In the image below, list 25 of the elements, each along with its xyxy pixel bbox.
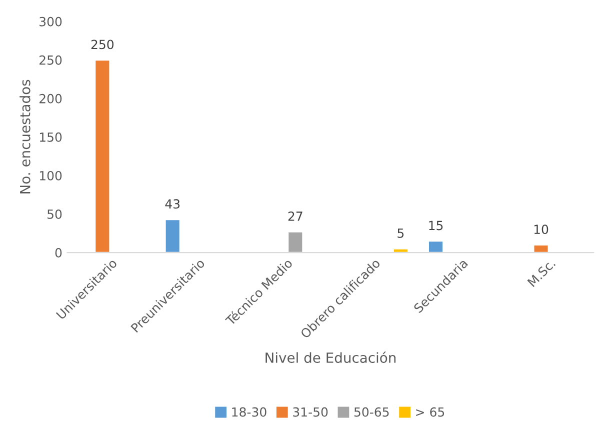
bar [164,218,181,253]
y-tick-label: 300 [40,16,62,26]
legend-label: 18-30 [232,407,266,417]
legend-label: > 65 [416,407,444,417]
y-tick-label: 200 [40,94,62,104]
bar [532,244,550,253]
x-axis-title: Nivel de Educación [266,352,396,363]
bar [287,231,304,253]
y-tick-label: 0 [55,248,62,258]
y-tick-label: 150 [40,132,62,142]
bar [392,248,409,253]
bar [94,59,111,253]
data-label: 10 [534,224,548,234]
legend-label: 50-65 [354,407,389,417]
data-label: 43 [165,199,180,209]
data-label: 250 [91,40,114,50]
y-tick-label: 250 [40,55,62,65]
y-axis-title: No. encuestados [20,80,30,194]
y-tick-label: 100 [40,170,62,180]
bar [428,240,444,253]
legend-label: 31-50 [293,407,328,417]
data-label: 5 [398,228,404,238]
data-label: 15 [429,220,443,230]
data-label: 27 [288,212,302,221]
y-tick-label: 50 [48,209,62,219]
